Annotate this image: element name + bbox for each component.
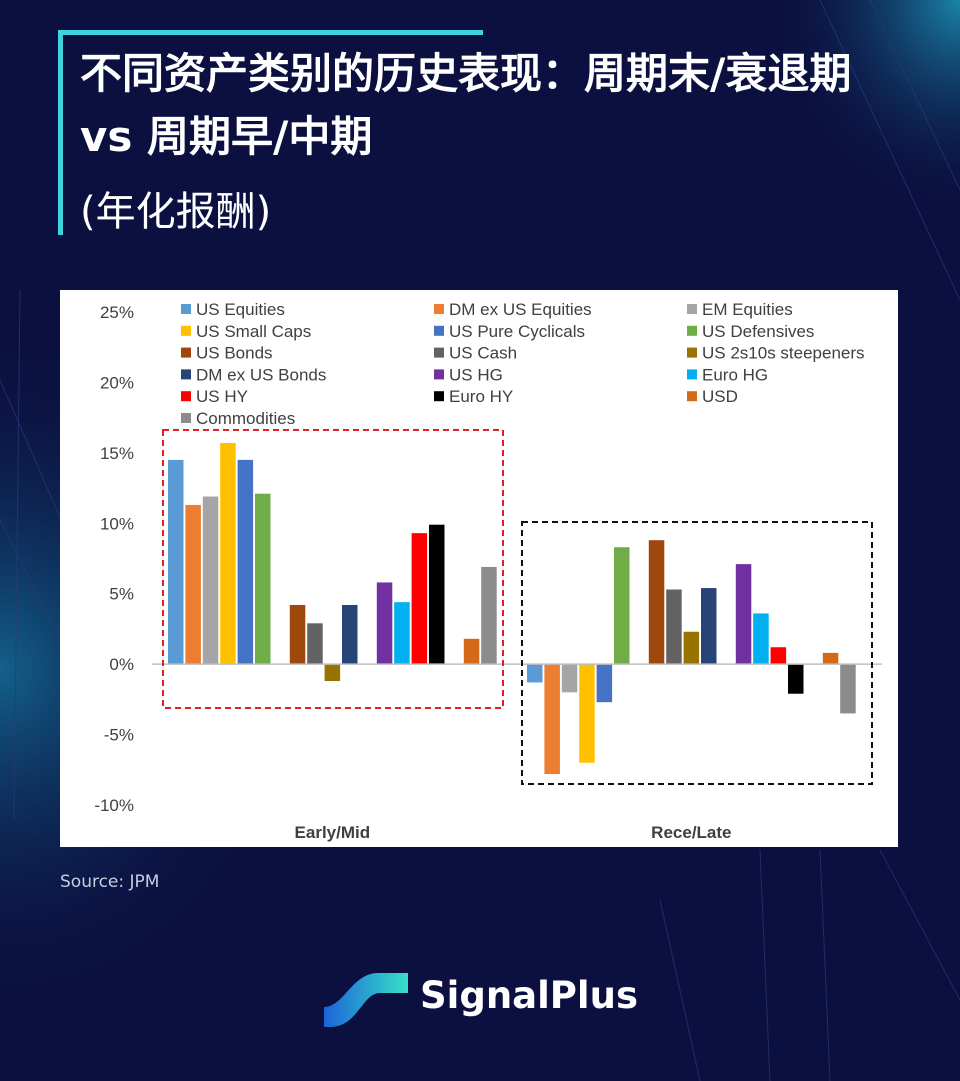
- legend-label: Euro HG: [702, 365, 768, 384]
- legend-swatch: [181, 304, 191, 314]
- bar: [753, 613, 769, 665]
- legend-swatch: [181, 325, 191, 336]
- bar: [527, 664, 543, 683]
- legend-label: US 2s10s steepeners: [702, 344, 865, 363]
- legend-swatch: [687, 369, 697, 380]
- legend-swatch: [434, 325, 444, 336]
- legend-label: US Defensives: [702, 322, 814, 341]
- bar: [579, 664, 595, 763]
- y-tick-label: 10%: [100, 514, 134, 533]
- bar: [683, 631, 700, 665]
- y-tick-label: 20%: [100, 373, 134, 392]
- bar: [429, 524, 445, 665]
- bar: [324, 664, 341, 682]
- legend-swatch: [434, 304, 444, 314]
- bar: [614, 547, 630, 665]
- legend-swatch: [687, 304, 697, 314]
- brand-name: SignalPlus: [420, 974, 638, 1017]
- bar: [237, 459, 254, 665]
- bar: [185, 504, 201, 665]
- y-tick-label: 0%: [109, 655, 134, 674]
- bar: [411, 533, 428, 665]
- legend-swatch: [434, 369, 444, 380]
- legend-swatch: [687, 391, 697, 402]
- legend-swatch: [434, 347, 444, 358]
- signalplus-logo-icon: [324, 973, 408, 1027]
- bar: [666, 589, 682, 665]
- legend-swatch: [434, 391, 444, 402]
- bar: [481, 566, 497, 665]
- bar: [376, 582, 393, 665]
- legend-swatch: [181, 413, 191, 423]
- bar: [307, 623, 323, 665]
- early-mid-highlight-box: [162, 429, 504, 709]
- rece-late-highlight-box: [521, 521, 873, 785]
- source-note: Source: JPM: [60, 872, 160, 892]
- legend-label: US Cash: [449, 344, 517, 363]
- legend-label: US Small Caps: [196, 322, 311, 341]
- bar: [822, 652, 839, 665]
- category-label: Rece/Late: [651, 823, 731, 842]
- bar: [220, 442, 236, 665]
- legend-label: DM ex US Bonds: [196, 365, 326, 384]
- title-accent-left: [58, 30, 63, 235]
- legend-label: US HG: [449, 365, 503, 384]
- y-tick-label: -5%: [104, 726, 134, 745]
- bar: [289, 604, 306, 665]
- bar-chart: 25% 20% 15% 10% 5% 0% -5% -10% Early/Mid Rece/Lat…: [94, 300, 882, 842]
- bar: [202, 496, 219, 665]
- page-title: 不同资产类别的历史表现：周期末/衰退期 vs 周期早/中期: [80, 49, 852, 161]
- legend-label: US Equities: [196, 300, 285, 319]
- legend-swatch: [181, 347, 191, 358]
- bar: [770, 647, 787, 665]
- legend-swatch: [181, 391, 191, 402]
- y-tick-label: -10%: [94, 796, 134, 815]
- legend-label: US Bonds: [196, 344, 273, 363]
- bar: [255, 493, 271, 665]
- legend-swatch: [687, 325, 697, 336]
- chart-panel: 25% 20% 15% 10% 5% 0% -5% -10% Early/Mid Rece/Lat…: [60, 290, 898, 847]
- bar: [168, 459, 184, 665]
- bar: [648, 540, 665, 665]
- legend-swatch: [687, 347, 697, 358]
- legend-label: DM ex US Equities: [449, 300, 592, 319]
- legend-label: Commodities: [196, 409, 295, 428]
- bar: [788, 664, 804, 694]
- legend-label: USD: [702, 387, 738, 406]
- legend-swatch: [181, 369, 191, 380]
- bar: [342, 604, 358, 665]
- y-tick-label: 5%: [109, 585, 134, 604]
- bar: [561, 664, 578, 693]
- bar: [596, 664, 613, 703]
- y-tick-label: 15%: [100, 444, 134, 463]
- bar: [735, 564, 752, 665]
- bar: [394, 602, 410, 665]
- legend-label: Euro HY: [449, 387, 513, 406]
- title-accent-top: [58, 30, 483, 35]
- legend-label: US HY: [196, 387, 248, 406]
- bar: [463, 638, 480, 665]
- bar: [544, 664, 560, 775]
- bar: [701, 588, 717, 665]
- category-label: Early/Mid: [295, 823, 371, 842]
- legend-label: EM Equities: [702, 300, 793, 319]
- page-subtitle: (年化报酬): [80, 189, 272, 235]
- y-tick-label: 25%: [100, 303, 134, 322]
- bar: [840, 664, 856, 714]
- legend-label: US Pure Cyclicals: [449, 322, 585, 341]
